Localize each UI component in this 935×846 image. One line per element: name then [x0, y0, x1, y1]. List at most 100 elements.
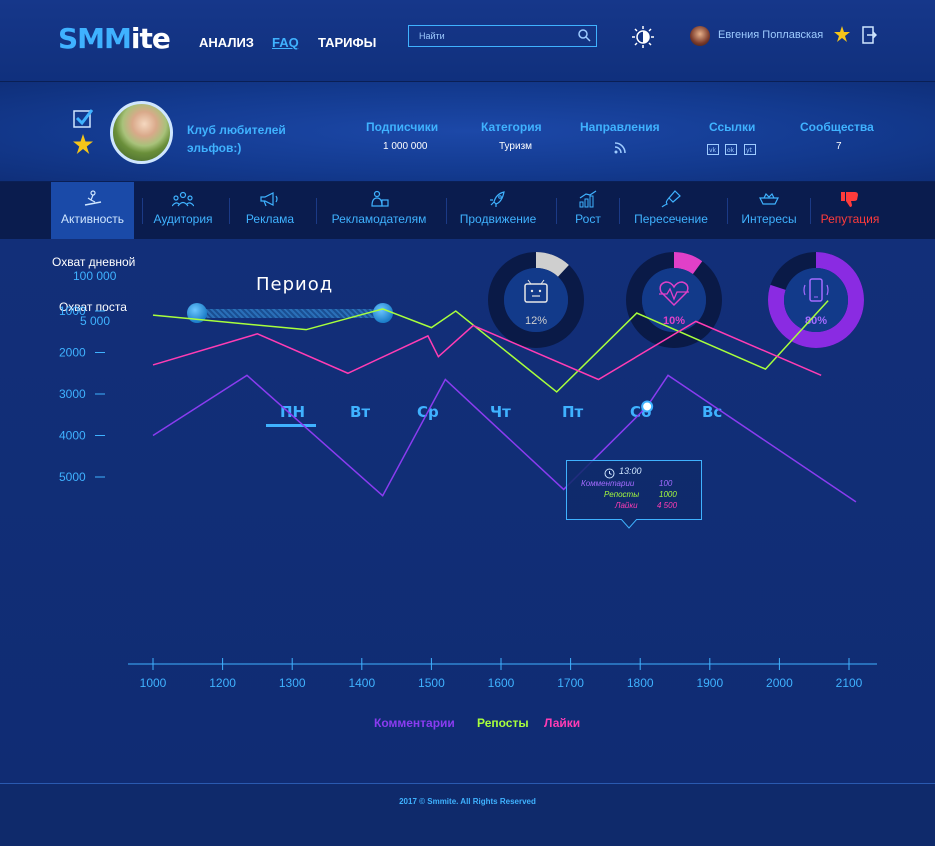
day-tab-sun[interactable]: Вс — [702, 403, 723, 421]
links-label: Ссылки — [709, 120, 756, 134]
nav-analysis[interactable]: АНАЛИЗ — [199, 35, 254, 50]
donut-heart-value: 10% — [663, 315, 685, 327]
post-reach-label: Охват поста — [59, 300, 127, 314]
legend-comments[interactable]: Комментарии — [374, 716, 455, 730]
day-tab-thu[interactable]: Чт — [490, 403, 511, 421]
logo-left: SMM — [58, 22, 132, 55]
megaphone-icon — [259, 190, 281, 213]
tab-interests[interactable]: Интересы — [728, 182, 810, 239]
tab-activity[interactable]: Активность — [51, 182, 134, 239]
tab-intersection[interactable]: Пересечение — [620, 182, 722, 239]
highlighted-data-point — [641, 400, 654, 413]
day-tab-tue[interactable]: Вт — [350, 403, 371, 421]
phone-icon — [803, 278, 829, 302]
tab-ads-label: Реклама — [245, 212, 295, 226]
tooltip-reposts-value: 1000 — [659, 490, 677, 499]
tab-divider — [446, 198, 447, 224]
youtube-link-icon[interactable]: yt — [744, 142, 756, 160]
nav-tariffs[interactable]: ТАРИФЫ — [318, 35, 377, 50]
search-icon[interactable] — [578, 29, 591, 47]
footer — [0, 783, 935, 846]
svg-text:vk: vk — [709, 147, 717, 154]
search-input[interactable] — [409, 26, 569, 46]
tab-ads[interactable]: Реклама — [230, 182, 310, 239]
x-tick-label: 1200 — [209, 676, 236, 690]
day-tab-mon[interactable]: ПН — [280, 403, 306, 421]
logo[interactable]: SMMite — [58, 22, 171, 55]
club-name[interactable]: Клуб любителей эльфов:) — [187, 123, 286, 155]
user-name[interactable]: Евгения Поплавская — [718, 29, 824, 41]
x-tick-label: 1700 — [557, 676, 584, 690]
post-reach-value: 5 000 — [80, 314, 111, 328]
theme-toggle-icon[interactable] — [632, 26, 654, 53]
checkbox-icon[interactable] — [73, 108, 94, 133]
daily-reach-value: 100 000 — [73, 269, 117, 283]
user-avatar[interactable] — [690, 26, 710, 46]
tab-promotion[interactable]: Продвижение — [447, 182, 549, 239]
legend-reposts[interactable]: Репосты — [477, 716, 529, 730]
clock-icon — [604, 466, 615, 484]
x-tick-label: 1400 — [348, 676, 375, 690]
tooltip-reposts-label: Репосты — [604, 490, 640, 499]
tab-activity-label: Активность — [60, 212, 124, 226]
advertiser-icon — [369, 190, 389, 213]
period-title: Период — [256, 274, 334, 295]
tab-advertisers[interactable]: Рекламодателям — [317, 182, 441, 239]
tab-growth[interactable]: Рост — [557, 182, 619, 239]
chart-tooltip — [566, 460, 702, 520]
tab-reputation[interactable]: Репутация — [811, 182, 889, 239]
tab-divider — [810, 198, 811, 224]
people-icon — [171, 190, 195, 213]
tooltip-time: 13:00 — [619, 466, 642, 476]
ok-link-icon[interactable]: ok — [725, 142, 737, 160]
tooltip-pointer — [621, 519, 637, 529]
tooltip-likes-label: Лайки — [615, 501, 638, 510]
donut-tv-value: 12% — [525, 315, 547, 327]
tooltip-comments-value: 100 — [659, 479, 673, 488]
active-day-underline — [266, 424, 316, 427]
donut-heart-arc — [626, 252, 722, 348]
tab-divider — [727, 198, 728, 224]
favorites-star-icon[interactable] — [834, 26, 850, 47]
donut-tv-arc — [488, 252, 584, 348]
donut-tv: 12% — [488, 252, 584, 348]
tab-interests-label: Интересы — [741, 212, 797, 226]
logout-icon[interactable] — [861, 26, 878, 49]
daily-reach-label: Охват дневной — [52, 255, 136, 269]
series-line-Лайки — [152, 320, 822, 381]
y-tick-label: 4000 — [59, 429, 86, 443]
favorite-star-icon[interactable] — [73, 134, 93, 159]
period-slider-end-handle[interactable] — [373, 303, 393, 323]
tab-divider — [556, 198, 557, 224]
svg-text:ok: ok — [727, 147, 735, 154]
period-slider-track[interactable] — [196, 309, 382, 318]
x-tick-label: 1000 — [140, 676, 167, 690]
day-tab-fri[interactable]: Пт — [562, 403, 584, 421]
nav-faq[interactable]: FAQ — [272, 35, 299, 50]
x-tick-label: 1500 — [418, 676, 445, 690]
legend-likes[interactable]: Лайки — [544, 716, 581, 730]
tab-advertisers-label: Рекламодателям — [331, 212, 427, 226]
series-line-Репосты — [152, 300, 829, 393]
donut-phone: 80% — [768, 252, 864, 348]
tab-divider — [142, 198, 143, 224]
tab-promotion-label: Продвижение — [459, 212, 537, 226]
vk-link-icon[interactable]: vk — [707, 142, 719, 160]
x-tick-label: 1900 — [696, 676, 723, 690]
directions-label: Направления — [580, 120, 660, 134]
period-slider-start-handle[interactable] — [187, 303, 207, 323]
heart-pulse-icon — [659, 281, 689, 307]
x-tick-label: 1600 — [488, 676, 515, 690]
svg-text:yt: yt — [746, 147, 753, 154]
series-line-Комментарии — [152, 374, 857, 503]
group-avatar — [110, 101, 173, 164]
donut-phone-value: 80% — [805, 315, 827, 327]
y-tick-label: 2000 — [59, 346, 86, 360]
snowboard-icon — [83, 190, 103, 213]
x-tick-label: 1800 — [627, 676, 654, 690]
rss-icon[interactable] — [614, 141, 626, 159]
boat-icon — [758, 190, 780, 213]
growth-chart-icon — [578, 190, 598, 213]
tab-audience[interactable]: Аудитория — [143, 182, 223, 239]
